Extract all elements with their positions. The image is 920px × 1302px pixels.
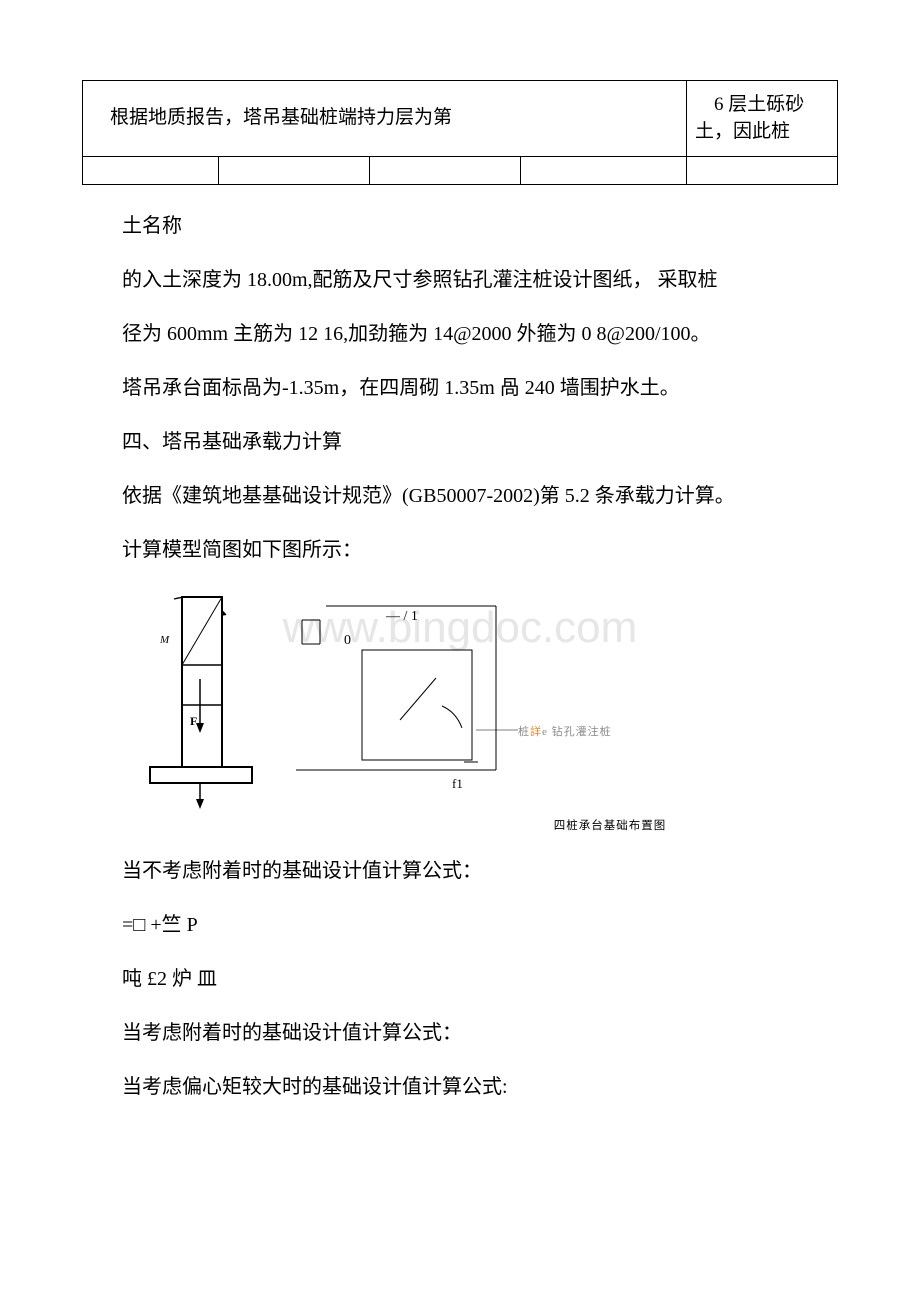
para-formula-2: 吨 £2 炉 皿: [82, 960, 838, 998]
figure-right: — / 1 0 f1 桩詳e 钻孔灌注桩: [296, 600, 636, 810]
section-heading-4: 四、塔吊基础承载力计算: [82, 423, 838, 461]
para-soil-name: 土名称: [82, 207, 838, 245]
table-row1-left: 根据地质报告，塔吊基础桩端持力层为第: [83, 81, 687, 157]
para-model-intro: 计算模型简图如下图所示：: [82, 531, 838, 569]
figure-left: M F: [136, 585, 256, 810]
para-depth: 的入土深度为 18.00m,配筋及尺寸参照钻孔灌注桩设计图纸， 采取桩: [82, 261, 838, 299]
para-rebar: 径为 600mm 主筋为 12 16,加劲箍为 14@2000 外箍为 0 8@…: [82, 315, 838, 353]
plan-text-0: 0: [344, 633, 351, 648]
figure-caption: 四桩承台基础布置图: [382, 816, 838, 838]
plan-text-1: — / 1: [385, 609, 418, 624]
page-content: 根据地质报告，塔吊基础桩端持力层为第 6 层土砾砂土，因此桩 土名称 的入土深度…: [82, 80, 838, 1106]
plan-text-f1: f1: [452, 776, 463, 791]
column-diagram-svg: M F: [136, 585, 256, 810]
figure-row: M F: [136, 585, 838, 810]
para-formula-intro-3: 当考虑偏心矩较大时的基础设计值计算公式:: [82, 1068, 838, 1106]
header-table: 根据地质报告，塔吊基础桩端持力层为第 6 层土砾砂土，因此桩: [82, 80, 838, 185]
table-row2-c5: [686, 157, 837, 185]
table-row2-c2: [218, 157, 369, 185]
plan-diagram-svg: — / 1 0 f1: [296, 600, 636, 810]
table-row2-c4: [520, 157, 686, 185]
para-code-ref: 依据《建筑地基基础设计规范》(GB50007-2002)第 5.2 条承载力计算…: [82, 477, 838, 515]
table-row2-c1: [83, 157, 219, 185]
table-row1-right: 6 层土砾砂土，因此桩: [686, 81, 837, 157]
para-formula-intro-2: 当考虑附着时的基础设计值计算公式：: [82, 1014, 838, 1052]
table-row2-c3: [369, 157, 520, 185]
label-f: F: [190, 714, 197, 728]
pile-label-suffix: e 钻孔灌注桩: [542, 726, 612, 738]
para-formula-1: =□ +竺 P: [82, 906, 838, 944]
para-formula-intro-1: 当不考虑附着时的基础设计值计算公式：: [82, 852, 838, 890]
label-m: M: [159, 634, 170, 646]
pile-label-mid: 詳: [530, 726, 542, 738]
pile-label-prefix: 桩: [518, 726, 530, 738]
para-cap-level: 塔吊承台面标咼为-1.35m，在四周砌 1.35m 咼 240 墙围护水土。: [82, 369, 838, 407]
pile-type-label: 桩詳e 钻孔灌注桩: [518, 722, 612, 743]
